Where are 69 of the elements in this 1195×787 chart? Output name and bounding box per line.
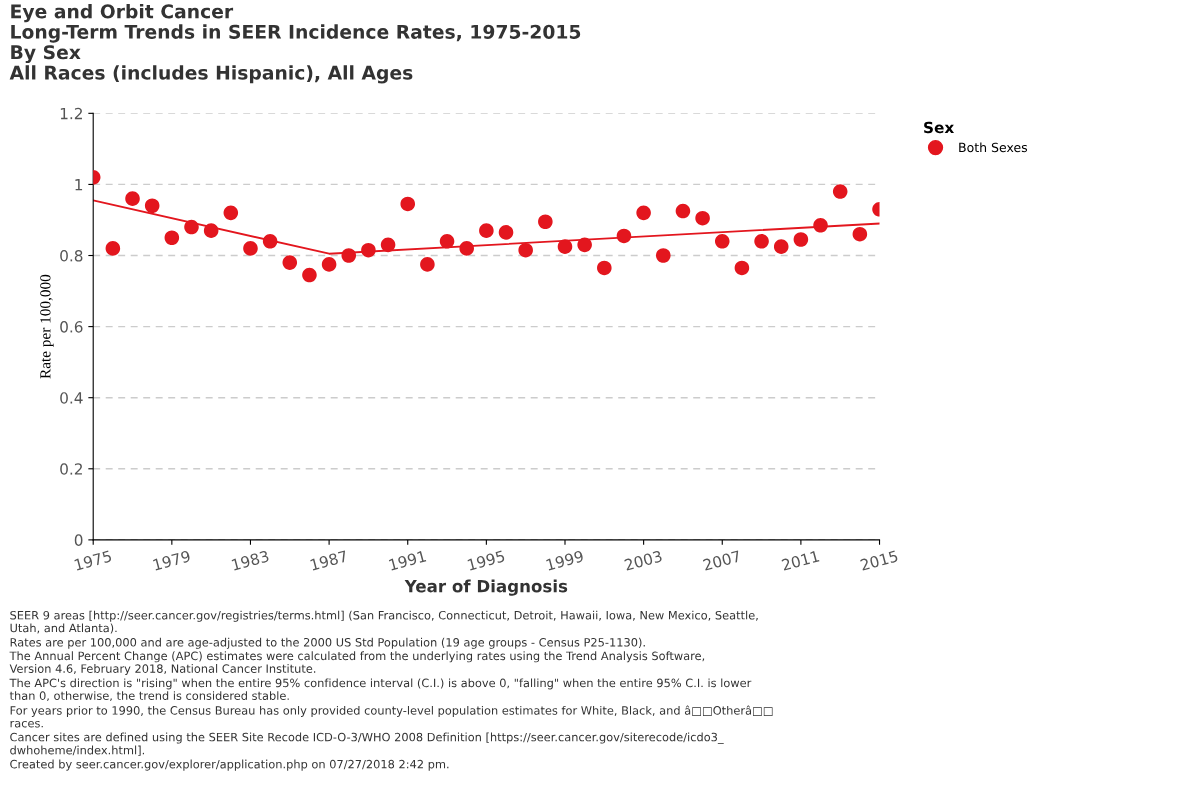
- point: [243, 241, 258, 256]
- point: [734, 260, 750, 276]
- y-tick-label: 0.6: [60, 321, 83, 333]
- legend-title: Sex: [924, 121, 955, 134]
- x-tick-label: 1987: [310, 550, 348, 571]
- point: [125, 191, 140, 206]
- point: [773, 239, 789, 254]
- point: [695, 210, 710, 226]
- x-tick-label: 1979: [152, 550, 191, 571]
- point: [656, 248, 671, 263]
- point: [538, 214, 553, 230]
- x-tick-label: 2015: [859, 550, 899, 571]
- point: [832, 184, 848, 199]
- x-tick-label: 1975: [74, 550, 112, 571]
- x-tick-label: 2007: [702, 550, 741, 571]
- point: [420, 257, 435, 272]
- text: Cancer sites are defined using the SEER Site Recode ICD-O-3/WHO 2008 Definition [https://seer.cancer.gov/siterecode/icdo3_ dwhoheme/index.html].: [10, 732, 724, 756]
- point: [557, 239, 573, 254]
- point: [361, 242, 376, 258]
- point: [793, 232, 809, 247]
- y-tick-label: 0: [74, 534, 83, 546]
- point: [184, 219, 199, 235]
- point: [223, 205, 239, 221]
- text: Created by seer.cancer.gov/explorer/application.php on 07/27/2018 2:42 pm.: [10, 759, 449, 771]
- x-tick-label: 1999: [545, 550, 584, 571]
- text: Rates are per 100,000 and are age-adjusted to the 2000 US Std Population (19 age groups - Census P25-1130).: [10, 637, 645, 649]
- point: [105, 241, 121, 256]
- point: [203, 223, 219, 238]
- point: [321, 257, 337, 272]
- point: [636, 205, 651, 221]
- legend-label: Both Sexes: [959, 142, 1028, 153]
- x-tick-label: 2003: [624, 550, 663, 571]
- point: [813, 218, 828, 233]
- text: The APC's direction is "rising" when the entire 95% confidence interval (C.I.) is above 0, "falling" when the entire 95% C.I. is lower than 0, otherwise, the trend is considered stable.: [9, 678, 752, 702]
- point: [852, 226, 868, 242]
- point: [439, 234, 455, 249]
- y-axis-title: Rate per 100,000: [40, 274, 54, 379]
- x-tick-label: 1991: [388, 550, 427, 571]
- point: [498, 225, 514, 240]
- point: [714, 234, 730, 249]
- chart-title: Eye and Orbit Cancer Long-Term Trends in SEER Incidence Rates, 1975-2015 By Sex All Races (includes Hispanic), All Ages: [9, 3, 581, 84]
- point: [144, 198, 160, 214]
- y-tick-label: 1.2: [60, 107, 82, 120]
- y-tick-label: 0.8: [60, 249, 83, 262]
- x-tick-label: 2011: [781, 550, 820, 571]
- x-axis-title: Year of Diagnosis: [404, 579, 568, 596]
- point: [282, 255, 298, 270]
- y-tick-label: 0.2: [60, 463, 82, 475]
- y-tick-label: 1: [75, 179, 83, 191]
- point: [459, 241, 474, 256]
- point: [754, 234, 769, 249]
- x-tick-label: 1995: [467, 550, 505, 571]
- point: [302, 267, 317, 283]
- point: [518, 242, 533, 258]
- point: [164, 230, 180, 246]
- point: [341, 248, 357, 263]
- point: [262, 234, 278, 249]
- x-tick-label: 1983: [231, 550, 270, 571]
- point: [479, 223, 494, 238]
- point: [380, 237, 396, 253]
- text: SEER 9 areas [http://seer.cancer.gov/registries/terms.html] (San Francisco, Connecticut, Detroit, Hawaii, Iowa, New Mexico, Seattle, Utah, and Atlanta).: [10, 610, 758, 634]
- text: For years prior to 1990, the Census Bureau has only provided county-level population estimates for White, Black, and â□□Otherâ□□ races.: [10, 705, 773, 728]
- point: [616, 228, 632, 244]
- point: [597, 260, 612, 276]
- point: [400, 196, 416, 212]
- point: [675, 203, 691, 219]
- text: The Annual Percent Change (APC) estimates were calculated from the underlying rates using the Trend Analysis Software, Version 4.6, February 2018, National Cancer Institute.: [9, 651, 705, 676]
- y-tick-label: 0.4: [60, 392, 83, 404]
- point: [577, 237, 592, 253]
